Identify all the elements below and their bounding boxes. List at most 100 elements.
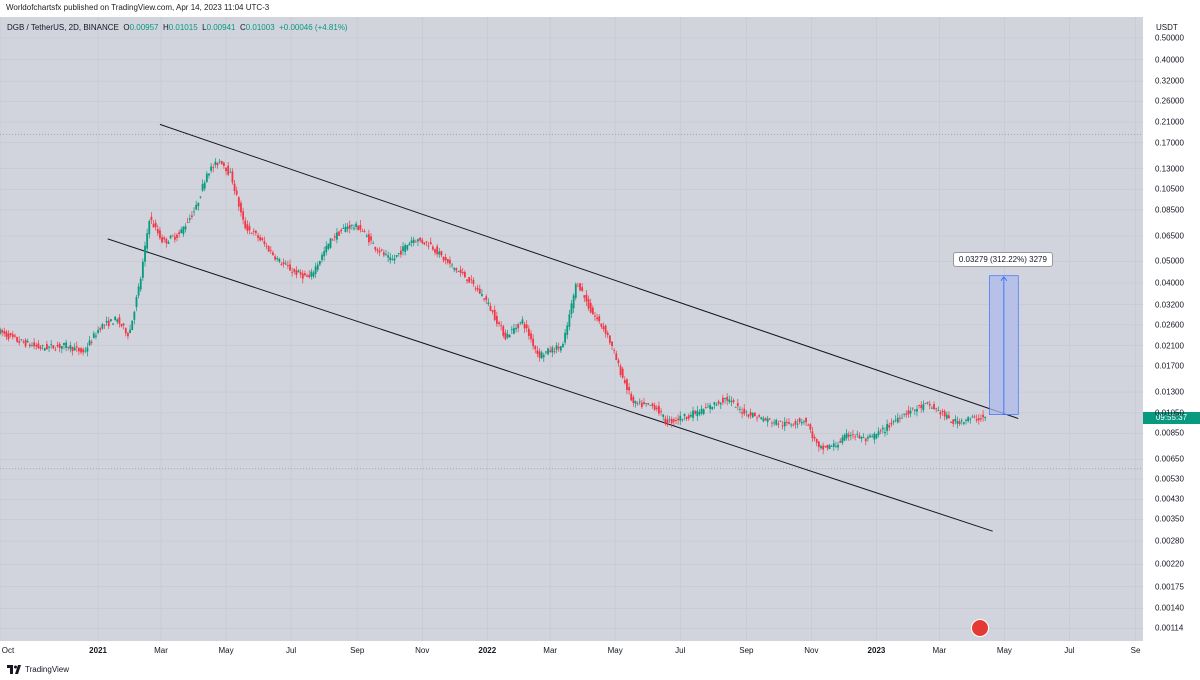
candle-body	[696, 410, 699, 417]
candle-body	[295, 270, 298, 276]
candle-body	[440, 251, 443, 256]
candle-body	[521, 319, 524, 324]
candle-body	[429, 242, 432, 245]
candle-body	[591, 307, 594, 315]
candle-body	[630, 393, 633, 401]
time-axis-tick: Nov	[804, 646, 819, 655]
candle-body	[201, 183, 204, 191]
candle-body	[259, 236, 262, 241]
candle-body	[178, 232, 181, 235]
candle-body	[743, 408, 746, 414]
candle-body	[726, 396, 729, 401]
candle-body	[463, 272, 466, 278]
time-axis[interactable]: Oct 2021 Mar May Jul Sep Nov 2022 Mar May Jul Sep No…	[0, 641, 1143, 661]
flag-icon[interactable]	[970, 619, 989, 637]
candle-body	[939, 412, 942, 415]
price-axis-tick: 0.13000	[1155, 164, 1184, 174]
price-axis-tick: 0.08500	[1155, 205, 1184, 215]
price-axis-tick: 0.26000	[1155, 96, 1184, 106]
candle-body	[114, 316, 117, 321]
candle-body	[146, 233, 149, 249]
candle-body	[173, 236, 176, 240]
candle-body	[498, 322, 500, 324]
candle-body	[881, 427, 884, 430]
candle-body	[613, 350, 616, 351]
candle-body	[248, 226, 251, 231]
candle-body	[732, 400, 735, 402]
candle-body	[621, 368, 624, 378]
candle-body	[564, 332, 567, 343]
candle-body	[457, 271, 460, 273]
candle-body	[828, 445, 831, 450]
tradingview-logo[interactable]: TradingView	[7, 665, 69, 674]
time-axis-tick: Nov	[415, 646, 430, 655]
candle-body	[336, 232, 338, 240]
candle-body	[647, 403, 650, 405]
candle-body	[525, 324, 528, 329]
candle-body	[414, 241, 417, 243]
candle-body	[165, 238, 168, 244]
candle-body	[468, 277, 471, 283]
candle-body	[495, 316, 498, 324]
time-axis-tick: Sep	[350, 646, 365, 655]
close-label: C	[239, 23, 246, 32]
candle-body	[937, 410, 940, 411]
candle-body	[382, 252, 385, 256]
candle-body	[269, 250, 272, 252]
candle-body	[84, 350, 87, 352]
candle-body	[208, 173, 210, 176]
candle-body	[400, 250, 402, 255]
candle-body	[922, 404, 925, 411]
candle-body	[980, 418, 982, 420]
candle-body	[890, 422, 893, 425]
candle-body	[5, 331, 8, 337]
time-axis-tick: 2023	[867, 646, 886, 655]
measure-label[interactable]: 0.03279 (312.22%) 3279	[952, 251, 1053, 267]
candle-body	[788, 422, 790, 424]
candle-body	[318, 260, 321, 265]
candle-body	[340, 229, 343, 232]
candle-body	[837, 444, 839, 448]
candle-body	[131, 320, 134, 331]
candle-body	[668, 419, 671, 421]
candle-body	[308, 274, 311, 278]
candle-body	[779, 420, 782, 422]
candle-body	[135, 296, 138, 308]
candle-body	[519, 322, 522, 324]
candle-body	[645, 403, 648, 405]
candle-body	[709, 404, 712, 409]
publisher-caption: Worldofchartsfx published on TradingView…	[6, 3, 270, 12]
candle-body	[664, 418, 667, 423]
price-chart[interactable]	[0, 17, 1143, 641]
candle-body	[666, 419, 669, 425]
candle-body	[65, 342, 68, 348]
candle-body	[687, 415, 690, 419]
candle-body	[969, 418, 972, 420]
candle-body	[231, 171, 234, 183]
candle-body	[877, 431, 880, 435]
candle-body	[43, 348, 46, 351]
candle-body	[911, 407, 914, 409]
candle-body	[446, 258, 449, 263]
chart-pane[interactable]: DGB / TetherUS, 2D, BINANCE O0.00957 H0.…	[0, 17, 1143, 641]
candle-body	[728, 399, 731, 402]
candle-body	[37, 343, 40, 348]
low-value: 0.00941	[206, 23, 236, 32]
price-axis[interactable]: USDT 09:55:37 0.50000 0.40000 0.32000 0.260…	[1143, 17, 1200, 641]
candle-body	[306, 275, 308, 277]
candle-body	[683, 413, 686, 417]
time-axis-tick: Jul	[1064, 646, 1075, 655]
candle-body	[137, 286, 140, 296]
candle-body	[690, 414, 692, 417]
candle-body	[169, 235, 172, 239]
candle-body	[78, 348, 80, 352]
candle-body	[56, 344, 59, 347]
candle-body	[184, 226, 187, 230]
candle-body	[532, 338, 535, 347]
candle-body	[649, 405, 652, 407]
candle-body	[188, 218, 191, 220]
candle-body	[815, 438, 818, 443]
candle-body	[60, 346, 63, 349]
candle-body	[960, 420, 963, 422]
candle-body	[636, 403, 639, 404]
